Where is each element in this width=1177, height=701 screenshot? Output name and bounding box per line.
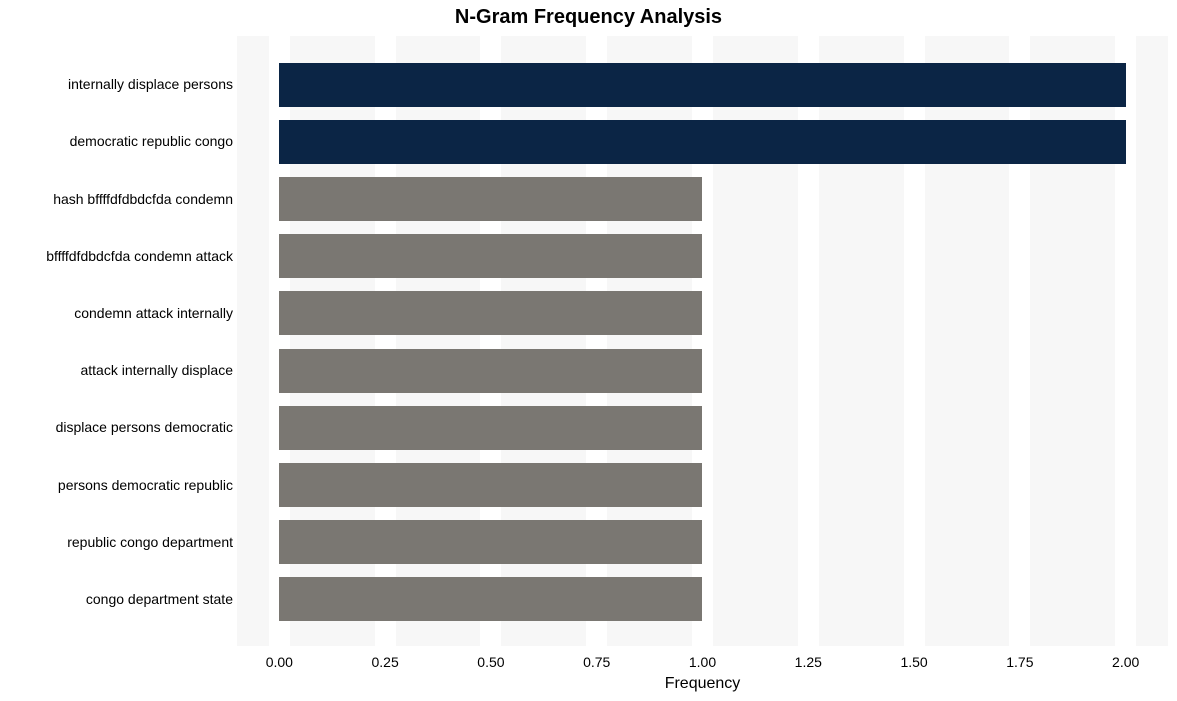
y-tick-label: displace persons democratic: [0, 419, 233, 435]
bar: [279, 234, 702, 278]
x-tick-label: 1.50: [900, 654, 927, 670]
x-tick-label: 1.25: [795, 654, 822, 670]
bar: [279, 520, 702, 564]
x-tick-label: 1.00: [689, 654, 716, 670]
bar: [279, 120, 1125, 164]
bar: [279, 577, 702, 621]
plot-panel: [237, 36, 1168, 646]
x-tick-label: 0.50: [477, 654, 504, 670]
chart-title: N-Gram Frequency Analysis: [0, 6, 1177, 29]
bar: [279, 406, 702, 450]
bar: [279, 349, 702, 393]
y-tick-label: democratic republic congo: [0, 133, 233, 149]
y-tick-label: congo department state: [0, 591, 233, 607]
bar: [279, 63, 1125, 107]
y-tick-label: persons democratic republic: [0, 477, 233, 493]
x-axis-title: Frequency: [665, 675, 741, 693]
y-tick-label: condemn attack internally: [0, 305, 233, 321]
bar: [279, 291, 702, 335]
y-tick-label: internally displace persons: [0, 76, 233, 92]
bar: [279, 463, 702, 507]
y-tick-label: hash bffffdfdbdcfda condemn: [0, 191, 233, 207]
x-tick-label: 2.00: [1112, 654, 1139, 670]
chart-container: N-Gram Frequency Analysis Frequency inte…: [0, 0, 1177, 701]
bar: [279, 177, 702, 221]
x-tick-label: 1.75: [1006, 654, 1033, 670]
x-tick-label: 0.00: [266, 654, 293, 670]
y-tick-label: attack internally displace: [0, 362, 233, 378]
y-tick-label: republic congo department: [0, 534, 233, 550]
x-tick-label: 0.75: [583, 654, 610, 670]
x-tick-label: 0.25: [371, 654, 398, 670]
y-tick-label: bffffdfdbdcfda condemn attack: [0, 248, 233, 264]
